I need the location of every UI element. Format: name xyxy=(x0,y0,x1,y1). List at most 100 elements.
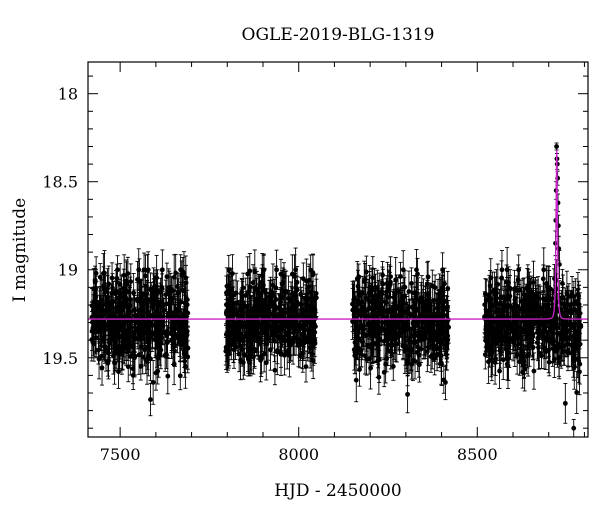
data-point xyxy=(276,293,282,324)
data-point xyxy=(141,317,147,344)
x-tick-label: 8500 xyxy=(457,445,498,464)
data-point xyxy=(145,303,151,349)
data-point xyxy=(163,279,169,310)
data-point xyxy=(293,300,299,330)
data-point xyxy=(259,304,265,342)
data-point xyxy=(159,270,165,304)
data-point xyxy=(130,360,136,390)
data-point xyxy=(272,355,278,386)
data-point xyxy=(100,253,106,294)
data-point xyxy=(169,314,174,354)
data-point xyxy=(119,334,125,375)
data-point xyxy=(248,295,254,327)
data-point xyxy=(166,270,172,306)
data-point xyxy=(116,281,122,325)
data-point xyxy=(369,282,374,309)
data-point xyxy=(224,327,230,373)
data-point xyxy=(99,341,105,371)
data-point xyxy=(396,290,401,326)
data-point xyxy=(125,256,131,291)
y-tick-label: 18 xyxy=(58,85,78,104)
data-point xyxy=(106,265,112,303)
data-point xyxy=(177,361,183,391)
data-point xyxy=(362,337,368,375)
data-point xyxy=(123,259,129,303)
x-axis-label: HJD - 2450000 xyxy=(274,481,402,501)
y-tick-label: 18.5 xyxy=(42,173,78,192)
y-tick-label: 19.5 xyxy=(42,349,78,368)
data-point xyxy=(166,268,172,315)
data-point xyxy=(109,277,115,309)
data-point xyxy=(554,142,559,151)
data-point xyxy=(116,289,122,329)
data-point xyxy=(307,327,313,369)
data-point xyxy=(181,292,187,339)
data-point xyxy=(274,249,279,290)
data-point xyxy=(111,280,117,322)
data-point xyxy=(231,298,236,331)
data-point xyxy=(278,325,283,353)
y-axis-label: I magnitude xyxy=(10,198,30,302)
data-point xyxy=(384,278,389,306)
data-point xyxy=(309,319,315,346)
data-point xyxy=(401,277,407,316)
data-points xyxy=(89,142,584,438)
data-point xyxy=(154,285,160,313)
data-point xyxy=(362,263,368,296)
data-point xyxy=(132,297,138,334)
data-point xyxy=(282,328,288,355)
data-point xyxy=(157,315,163,352)
data-point xyxy=(274,328,280,376)
data-point xyxy=(303,350,309,383)
data-point xyxy=(165,357,171,395)
x-tick-label: 7500 xyxy=(100,445,141,464)
data-point xyxy=(234,316,240,343)
data-point xyxy=(152,275,157,313)
data-point xyxy=(571,418,577,438)
y-tick-label: 19 xyxy=(58,261,78,280)
data-point xyxy=(173,253,179,293)
data-point xyxy=(244,310,250,356)
data-point xyxy=(278,258,284,290)
data-point xyxy=(137,283,143,319)
data-point xyxy=(124,323,130,354)
data-point xyxy=(142,283,148,318)
data-point xyxy=(108,310,114,350)
data-point xyxy=(310,253,316,292)
data-point xyxy=(93,305,99,352)
data-point xyxy=(269,297,275,332)
data-point xyxy=(180,256,186,287)
data-point xyxy=(90,294,96,327)
data-point xyxy=(143,345,149,375)
data-point xyxy=(309,280,315,315)
data-point xyxy=(148,382,153,417)
data-point xyxy=(300,328,305,359)
data-point xyxy=(562,383,568,424)
data-point xyxy=(115,255,120,285)
data-point xyxy=(531,352,537,390)
data-point xyxy=(406,270,412,313)
data-point xyxy=(241,293,247,321)
data-point xyxy=(97,263,103,292)
data-point xyxy=(266,279,272,316)
data-point xyxy=(358,294,364,330)
data-point xyxy=(105,334,111,372)
data-point xyxy=(261,253,267,286)
data-point xyxy=(442,267,447,301)
data-point xyxy=(253,299,259,343)
data-point xyxy=(110,337,116,375)
data-point xyxy=(136,323,142,356)
chart-title: OGLE-2019-BLG-1319 xyxy=(242,25,435,45)
data-point xyxy=(352,330,358,375)
data-point xyxy=(227,267,233,313)
data-point xyxy=(266,313,272,343)
data-point xyxy=(179,260,185,291)
data-point xyxy=(184,315,190,347)
data-point xyxy=(138,352,144,381)
data-point xyxy=(131,319,137,352)
data-point xyxy=(292,254,297,299)
data-point xyxy=(96,335,101,365)
data-point xyxy=(263,313,269,356)
data-point xyxy=(96,309,102,339)
data-point xyxy=(136,248,142,292)
